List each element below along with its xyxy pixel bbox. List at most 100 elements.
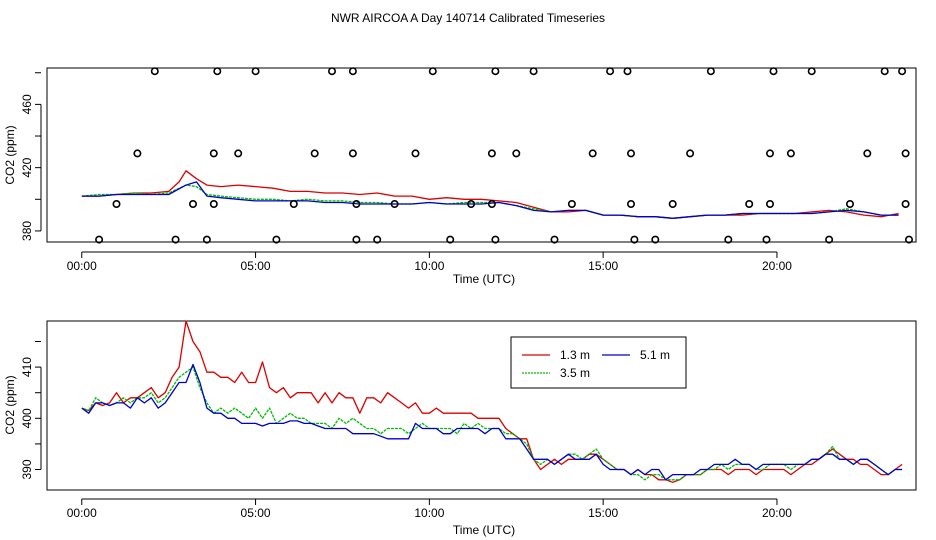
bottom-series-5-1-m <box>81 363 903 481</box>
top-marker-point <box>765 149 774 158</box>
top-series-lines <box>81 170 899 219</box>
top-marker-point <box>348 149 357 158</box>
top-x-axis-label: Time (UTC) <box>453 272 515 286</box>
bottom-x-tick-label: 10:00 <box>414 506 444 520</box>
top-marker-point <box>467 200 476 209</box>
top-y-tick-label: 420 <box>20 157 34 177</box>
top-marker-point <box>901 149 910 158</box>
bottom-x-tick-label: 15:00 <box>588 506 618 520</box>
top-marker-point <box>327 67 336 76</box>
top-marker-point <box>529 67 538 76</box>
top-marker-point <box>289 200 298 209</box>
top-marker-point <box>390 200 399 209</box>
top-marker-point <box>762 235 771 244</box>
top-marker-point <box>786 149 795 158</box>
top-marker-point <box>623 67 632 76</box>
top-marker-point <box>626 200 635 209</box>
top-marker-point <box>686 149 695 158</box>
bottom-x-tick-label: 00:00 <box>67 506 97 520</box>
top-x-tick-label: 20:00 <box>762 259 792 273</box>
top-marker-point <box>352 235 361 244</box>
legend-label-5-1m: 5.1 m <box>640 348 670 362</box>
top-marker-point <box>588 149 597 158</box>
top-marker-point <box>150 67 159 76</box>
top-x-tick-label: 15:00 <box>588 259 618 273</box>
top-marker-point <box>348 67 357 76</box>
top-y-axis-label: CO2 (ppm) <box>3 125 17 184</box>
top-marker-point <box>724 235 733 244</box>
top-marker-point <box>512 149 521 158</box>
top-marker-point <box>487 200 496 209</box>
top-marker-point <box>171 235 180 244</box>
legend-label-3-5m: 3.5 m <box>560 366 590 380</box>
bottom-x-axis-label: Time (UTC) <box>453 523 515 537</box>
top-marker-point <box>209 200 218 209</box>
top-marker-point <box>428 67 437 76</box>
top-marker-point <box>706 67 715 76</box>
bottom-y-tick-label: 390 <box>20 459 34 479</box>
top-marker-point <box>863 149 872 158</box>
top-marker-point <box>213 67 222 76</box>
top-marker-point <box>189 200 198 209</box>
top-marker-point <box>904 235 913 244</box>
top-x-tick-label: 00:00 <box>67 259 97 273</box>
top-marker-point <box>845 200 854 209</box>
bottom-y-tick-label: 410 <box>20 357 34 377</box>
bottom-series-3-5-m <box>81 366 903 481</box>
bottom-y-axis-label: CO2 (ppm) <box>3 375 17 434</box>
bottom-x-axis: 00:00 05:00 10:00 15:00 20:00 <box>67 498 792 520</box>
top-marker-point <box>651 235 660 244</box>
top-marker-point <box>765 200 774 209</box>
top-marker-point <box>567 200 576 209</box>
top-marker-point <box>901 200 910 209</box>
top-marker-point <box>769 67 778 76</box>
top-marker-point <box>491 235 500 244</box>
top-marker-point <box>880 67 889 76</box>
top-y-tick-label: 460 <box>20 94 34 114</box>
top-series-1-3-m <box>81 170 899 219</box>
legend-box <box>510 336 687 389</box>
top-marker-point <box>95 235 104 244</box>
top-marker-point <box>626 149 635 158</box>
top-marker-point <box>272 235 281 244</box>
top-marker-point <box>133 149 142 158</box>
top-marker-point <box>807 67 816 76</box>
top-marker-point <box>310 149 319 158</box>
bottom-panel: 00:00 05:00 10:00 15:00 20:00 390 400 410 Time… <box>3 320 917 537</box>
bottom-y-tick-label: 400 <box>20 408 34 428</box>
top-marker-point <box>825 235 834 244</box>
top-marker-point <box>550 235 559 244</box>
top-marker-point <box>898 67 907 76</box>
top-marker-point <box>606 67 615 76</box>
top-marker-point <box>745 200 754 209</box>
top-marker-point <box>487 149 496 158</box>
top-marker-point <box>668 200 677 209</box>
top-marker-point <box>112 200 121 209</box>
top-series-5-1-m <box>81 181 899 219</box>
top-y-axis: 380 420 460 <box>20 72 42 241</box>
top-marker-point <box>251 67 260 76</box>
top-marker-point <box>373 235 382 244</box>
top-panel: 00:00 05:00 10:00 15:00 20:00 380 420 460 Time… <box>3 67 917 286</box>
bottom-series-1-3-m <box>81 320 903 483</box>
legend-label-1-3m: 1.3 m <box>560 348 590 362</box>
top-marker-point <box>202 235 211 244</box>
top-marker-point <box>234 149 243 158</box>
top-x-tick-label: 10:00 <box>414 259 444 273</box>
bottom-plot-frame <box>46 320 917 491</box>
top-marker-point <box>446 235 455 244</box>
bottom-series-lines <box>81 320 903 483</box>
top-marker-point <box>411 149 420 158</box>
bottom-x-tick-label: 05:00 <box>241 506 271 520</box>
figure-title: NWR AIRCOA A Day 140714 Calibrated Times… <box>331 11 605 25</box>
top-x-axis: 00:00 05:00 10:00 15:00 20:00 <box>67 251 792 273</box>
bottom-y-axis: 390 400 410 <box>20 340 42 480</box>
top-y-tick-label: 380 <box>20 221 34 241</box>
top-marker-point <box>209 149 218 158</box>
top-marker-point <box>352 200 361 209</box>
top-x-tick-label: 05:00 <box>241 259 271 273</box>
top-marker-point <box>491 67 500 76</box>
top-plot-frame <box>46 67 917 243</box>
top-marker-point <box>630 235 639 244</box>
